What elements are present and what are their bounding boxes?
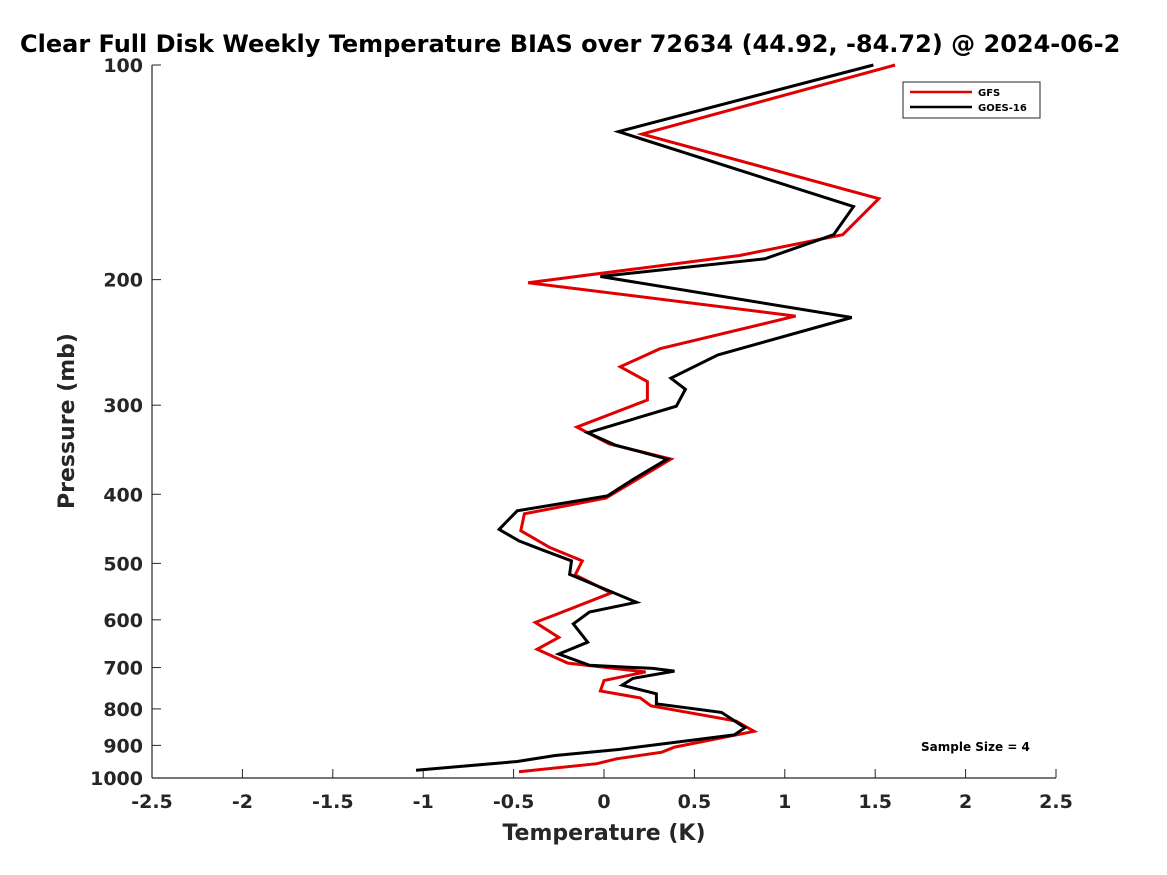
y-tick-label: 100	[103, 55, 143, 77]
y-axis-ticks: 100 200 300 400 500 600 700 800 900 1000	[90, 55, 161, 790]
y-tick-label: 300	[103, 395, 143, 417]
y-tick-label: 800	[103, 699, 143, 721]
y-tick-label: 500	[103, 553, 143, 575]
y-axis-label: Pressure (mb)	[55, 333, 80, 509]
legend-label-goes16: GOES-16	[978, 103, 1027, 114]
series-line-gfs	[518, 63, 896, 774]
y-tick-label: 900	[103, 735, 143, 757]
legend-label-gfs: GFS	[978, 88, 1000, 99]
series-lines	[415, 63, 896, 774]
x-tick-label: -1.5	[312, 791, 354, 813]
y-tick-label: 400	[103, 484, 143, 506]
chart-title: Clear Full Disk Weekly Temperature BIAS …	[20, 30, 1120, 58]
x-axis-label: Temperature (K)	[502, 821, 705, 846]
x-axis-ticks: -2.5 -2 -1.5 -1 -0.5 0 0.5 1 1.5 2 2.5	[131, 769, 1073, 813]
legend: GFS GOES-16	[902, 81, 1041, 119]
legend-box	[902, 81, 1041, 119]
y-tick-label: 1000	[90, 768, 143, 790]
x-tick-label: -2	[232, 791, 253, 813]
x-tick-label: 0	[597, 791, 610, 813]
x-tick-label: 2	[959, 791, 972, 813]
x-tick-label: -2.5	[131, 791, 173, 813]
x-tick-label: 0.5	[678, 791, 712, 813]
y-tick-label: 600	[103, 610, 143, 632]
x-tick-label: 2.5	[1039, 791, 1073, 813]
series-line-goes16	[415, 63, 874, 772]
x-tick-label: 1.5	[858, 791, 892, 813]
x-tick-label: -1	[413, 791, 434, 813]
x-tick-label: -0.5	[493, 791, 535, 813]
x-tick-label: 1	[778, 791, 791, 813]
y-tick-label: 200	[103, 270, 143, 292]
sample-size-annotation: Sample Size = 4	[921, 740, 1030, 754]
y-tick-label: 700	[103, 658, 143, 680]
